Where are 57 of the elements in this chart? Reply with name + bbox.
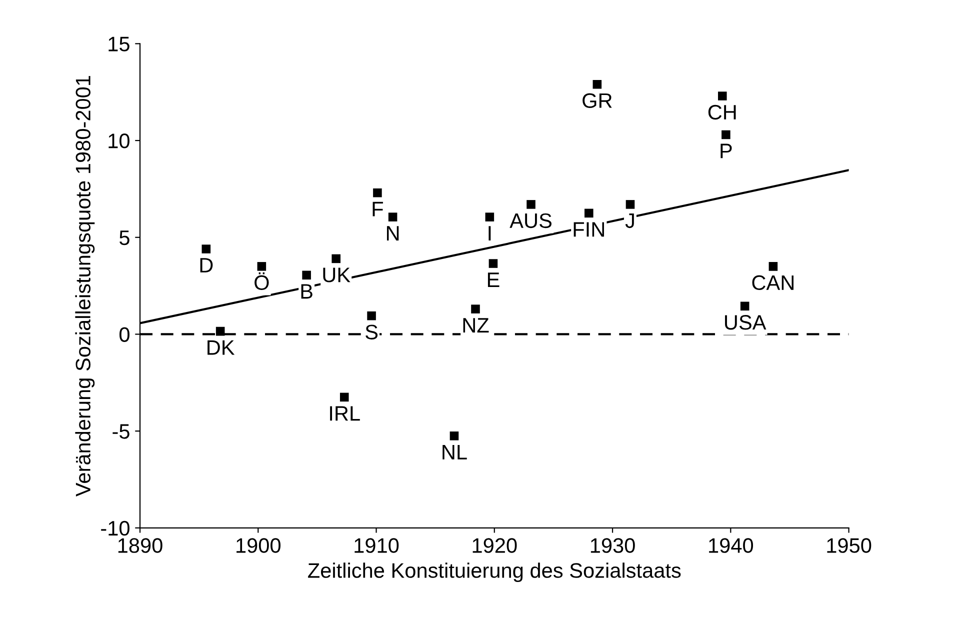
annotation: IRL xyxy=(330,406,360,421)
point xyxy=(367,311,376,320)
x-tick-label: 1950 xyxy=(827,538,872,553)
point xyxy=(626,200,635,209)
point xyxy=(592,80,602,89)
annotation: NZ xyxy=(463,318,489,332)
point xyxy=(485,212,494,222)
y-tick-label: 10 xyxy=(108,134,130,148)
point xyxy=(768,262,778,271)
point xyxy=(388,212,398,222)
point xyxy=(722,130,730,140)
annotation: NL xyxy=(442,445,467,460)
x-tick-label: 1900 xyxy=(236,538,280,553)
annotation: E xyxy=(488,272,500,287)
annotation: USA xyxy=(725,315,766,330)
point xyxy=(257,262,266,271)
x-tick-label: 1940 xyxy=(709,538,754,553)
x-axis-title: Zeitliche Konstituierung des Sozialstaats xyxy=(308,562,681,582)
annotation: I xyxy=(488,226,491,240)
annotation: F xyxy=(372,202,383,216)
annotation: N xyxy=(386,226,399,240)
annotation: GR xyxy=(582,93,612,108)
annotation: Ö xyxy=(254,272,269,290)
y-tick-label: 5 xyxy=(120,230,130,246)
annotation: J xyxy=(625,214,634,228)
x-tick-label: 1890 xyxy=(118,538,162,553)
annotation: D xyxy=(200,258,213,272)
y-tick-label: 0 xyxy=(120,327,130,342)
annotation: CH xyxy=(708,104,736,120)
annotation: B xyxy=(301,284,312,299)
y-tick-label: 15 xyxy=(108,36,130,52)
point xyxy=(202,244,211,254)
point xyxy=(471,304,480,314)
annotation: AUS xyxy=(510,213,552,228)
point xyxy=(584,208,594,218)
annotation: P xyxy=(720,144,732,158)
point xyxy=(216,326,225,336)
point xyxy=(332,254,340,264)
y-axis-title: Veränderung Sozialleistungsquote 1980-2001 xyxy=(75,76,95,496)
x-tick-label: 1930 xyxy=(590,538,635,553)
point xyxy=(302,270,311,280)
x-tick-label: 1910 xyxy=(354,538,399,553)
annotation: DK xyxy=(208,340,235,355)
point xyxy=(718,92,727,100)
point xyxy=(488,259,498,268)
annotation: UK xyxy=(323,268,350,282)
point xyxy=(526,200,536,209)
point xyxy=(340,392,349,402)
y-tick-label: -10 xyxy=(101,520,130,536)
x-tick-label: 1920 xyxy=(472,538,517,553)
point xyxy=(740,302,750,311)
annotation: FIN xyxy=(574,222,604,237)
point xyxy=(373,188,382,198)
annotation: CAN xyxy=(752,275,794,290)
y-tick-label: -5 xyxy=(112,424,130,439)
annotation: S xyxy=(366,324,378,340)
point xyxy=(450,432,459,440)
